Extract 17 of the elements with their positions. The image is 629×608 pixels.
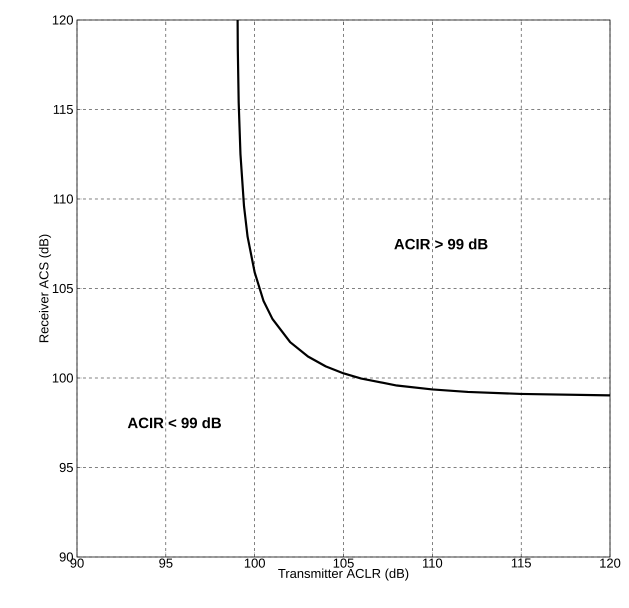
y-tick-label: 120 bbox=[52, 15, 73, 25]
y-tick-label: 100 bbox=[52, 373, 73, 383]
y-tick-label: 105 bbox=[52, 284, 73, 294]
y-tick-label: 110 bbox=[54, 194, 73, 204]
y-tick-label: 115 bbox=[54, 104, 73, 114]
annotation: ACIR > 99 dB bbox=[394, 238, 488, 250]
x-tick-label: 100 bbox=[244, 558, 265, 568]
x-tick-label: 90 bbox=[70, 558, 84, 568]
y-tick-label: 95 bbox=[60, 462, 73, 472]
x-tick-label: 95 bbox=[159, 558, 172, 568]
annotation: ACIR < 99 dB bbox=[128, 417, 221, 428]
x-tick-label: 110 bbox=[423, 558, 442, 568]
x-tick-label: 115 bbox=[512, 558, 531, 568]
y-axis-title: Receiver ACS (dB) bbox=[38, 234, 52, 342]
x-tick-label: 120 bbox=[600, 558, 620, 568]
x-axis-title: Transmitter ACLR (dB) bbox=[278, 568, 408, 581]
x-tick-label: 105 bbox=[334, 558, 354, 568]
